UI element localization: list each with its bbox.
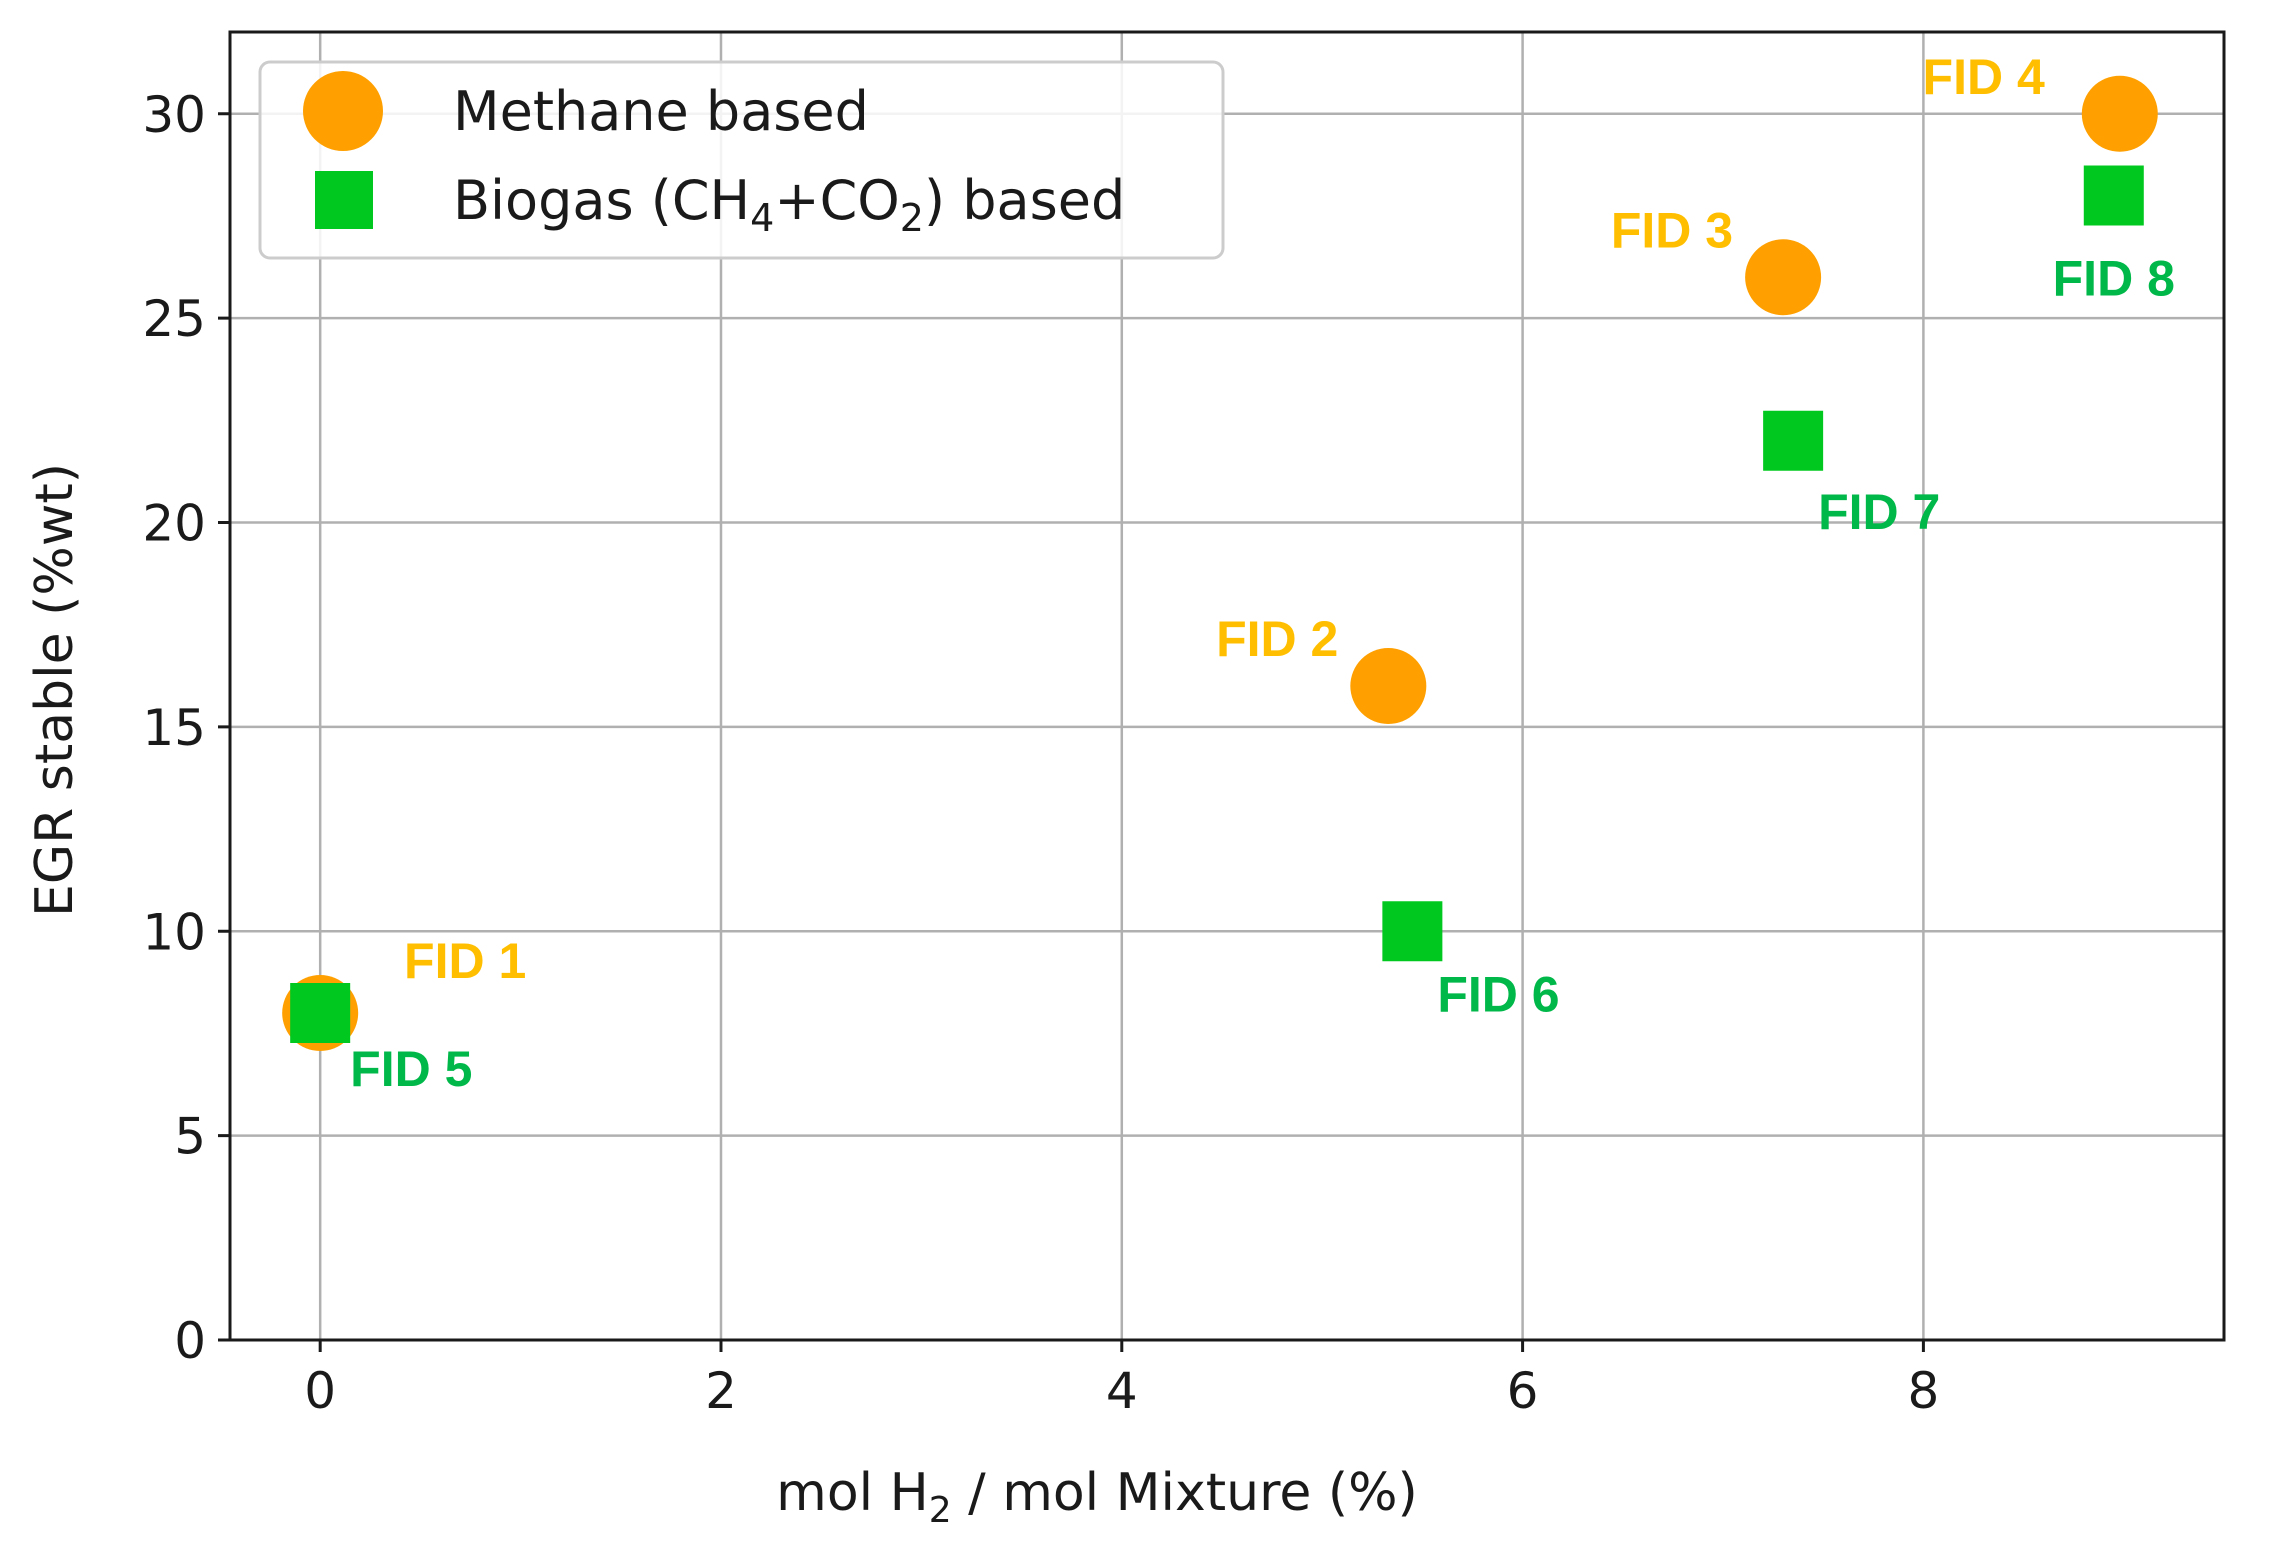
legend-marker-methane (303, 71, 383, 151)
data-points: FID 1 FID 2 FID 3 FID 4 FID 5 FID 6 FID 7 FID 8 (282, 49, 2175, 1097)
y-tick-label: 0 (174, 1312, 206, 1370)
y-tick-label: 10 (142, 903, 206, 961)
methane-point (1745, 239, 1822, 316)
plot-frame (228, 30, 2226, 1342)
y-tick-label: 20 (142, 495, 206, 553)
point-label: FID 7 (1818, 484, 1940, 540)
y-tick-label: 15 (142, 699, 206, 757)
x-tick-label: 6 (1507, 1362, 1539, 1420)
x-tick-label: 4 (1106, 1362, 1138, 1420)
x-tick-label: 8 (1907, 1362, 1939, 1420)
x-tick-label: 2 (705, 1362, 737, 1420)
point-label: FID 2 (1216, 611, 1338, 667)
point-label: FID 5 (350, 1041, 472, 1097)
biogas-point (2083, 165, 2144, 226)
methane-point (1350, 648, 1427, 724)
biogas-point (1382, 901, 1443, 962)
x-axis-label: mol H2 / mol Mixture (%) (776, 1463, 1418, 1531)
legend-label-biogas: Biogas (CH4+CO2) based (453, 169, 1125, 240)
y-tick-label: 30 (142, 86, 206, 144)
point-label: FID 1 (404, 933, 526, 989)
y-tick-label: 25 (142, 290, 206, 348)
x-tick-label: 0 (304, 1362, 336, 1420)
axis-ticks: 0 2 4 6 8 0 5 10 15 20 25 30 (142, 86, 1939, 1420)
y-axis-label: EGR stable (%wt) (25, 463, 85, 917)
biogas-point (290, 983, 351, 1043)
biogas-point (1763, 410, 1824, 471)
y-tick-label: 5 (174, 1108, 206, 1166)
point-label: FID 6 (1437, 966, 1559, 1022)
legend: Methane based Biogas (CH4+CO2) based (258, 60, 1225, 260)
legend-label-methane: Methane based (453, 80, 869, 143)
point-label: FID 3 (1611, 202, 1733, 258)
point-label: FID 8 (2053, 251, 2175, 307)
methane-point (2081, 75, 2158, 152)
point-label: FID 4 (1923, 49, 2045, 105)
legend-marker-biogas (315, 171, 373, 229)
legend-box (258, 60, 1225, 260)
